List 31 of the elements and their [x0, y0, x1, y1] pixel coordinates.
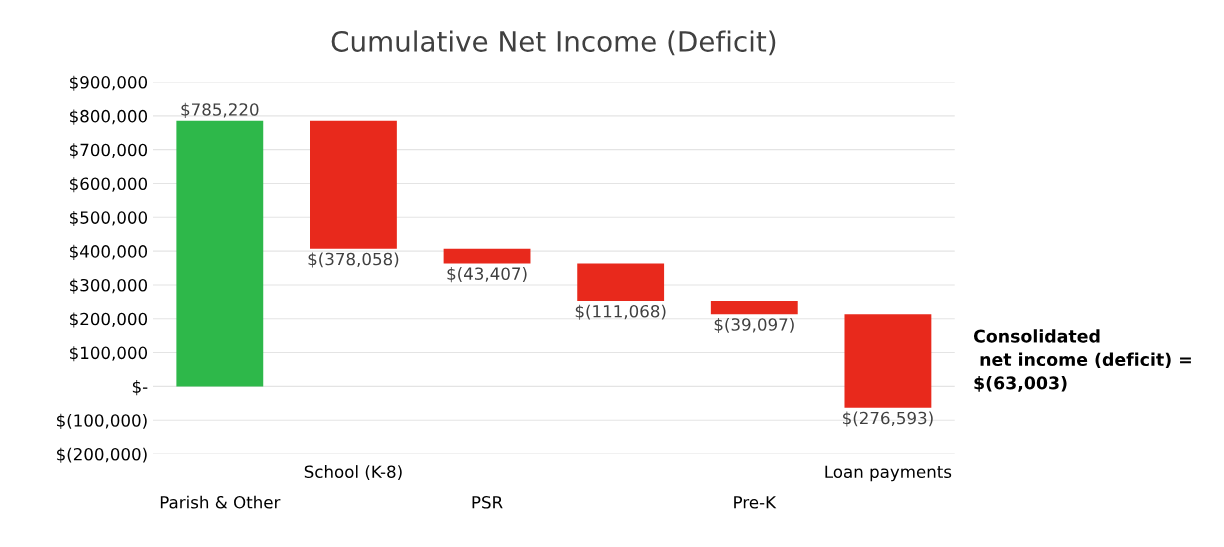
data-label: $(43,407) [447, 267, 527, 283]
x-tick-label: Loan payments [825, 465, 952, 482]
y-tick-label: $300,000 [70, 278, 148, 294]
y-tick-label: $900,000 [70, 75, 148, 91]
x-tick-label: Pre-K [734, 496, 777, 509]
bar [443, 248, 531, 264]
y-tick-label: $- [132, 380, 148, 396]
data-label: $(378,058) [308, 252, 399, 268]
bar [710, 300, 798, 315]
x-tick-label: PSR [472, 495, 503, 509]
y-tick-label: $800,000 [70, 109, 148, 125]
x-tick-label: School (K-8) [304, 465, 402, 480]
bar [577, 263, 665, 301]
data-label: $(276,593) [843, 411, 933, 427]
y-tick-label: $100,000 [70, 346, 148, 362]
y-tick-label: $700,000 [70, 143, 148, 159]
chart-title: Cumulative Net Income (Deficit) [331, 30, 776, 56]
y-tick-label: $600,000 [70, 177, 148, 193]
y-tick-label: $500,000 [70, 210, 148, 227]
y-tick-label: $200,000 [70, 312, 148, 328]
bar [310, 120, 397, 249]
x-tick-label: Parish & Other [160, 495, 281, 509]
data-label: $785,220 [181, 102, 259, 118]
data-label: $(39,097) [714, 317, 794, 333]
y-tick-label: $(100,000) [56, 413, 147, 429]
y-tick-label: $(200,000) [56, 447, 147, 463]
text: Consolidated net income (deficit) = $(63,003) [973, 329, 1191, 392]
y-tick-label: $400,000 [70, 244, 148, 260]
bar [176, 120, 264, 387]
data-label: $(111,068) [575, 304, 666, 320]
bar [844, 314, 932, 408]
